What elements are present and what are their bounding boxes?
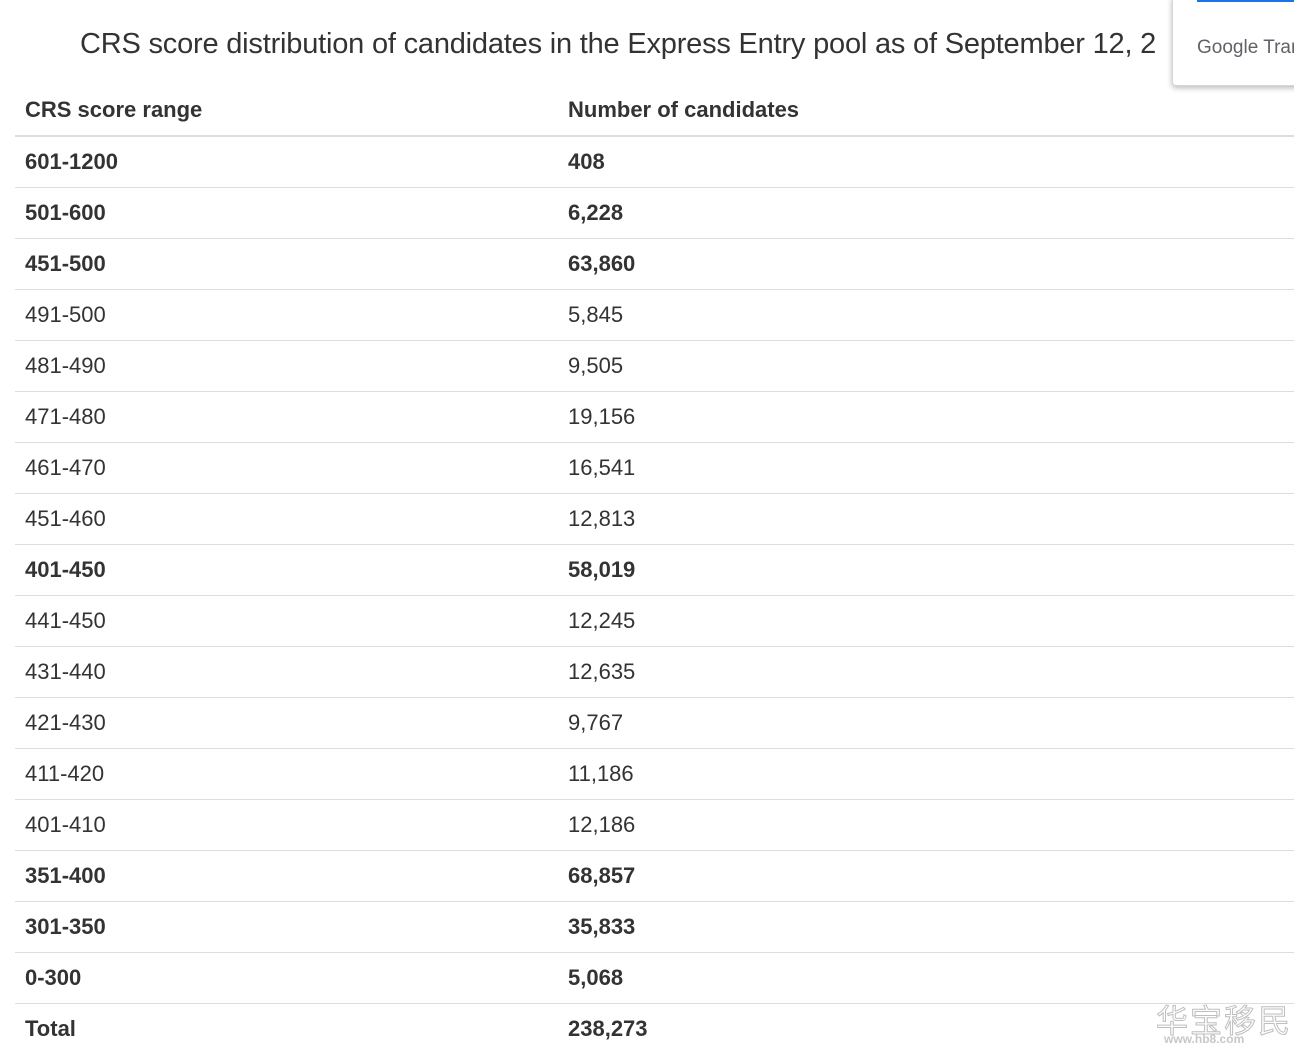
candidate-count-cell: 408 [558, 136, 1294, 188]
table-row: 421-430 9,767 [15, 697, 1294, 749]
candidate-count-cell: 16,541 [558, 442, 1294, 494]
table-total-row: Total 238,273 [15, 1004, 1294, 1055]
table-row: 501-600 6,228 [15, 187, 1294, 239]
table-header-row: CRS score range Number of candidates [15, 84, 1294, 137]
column-header-candidates: Number of candidates [558, 84, 1294, 137]
candidate-count-cell: 5,845 [558, 289, 1294, 341]
table-row: 441-450 12,245 [15, 595, 1294, 647]
google-translate-accent-bar [1197, 0, 1294, 2]
column-header-crs-range: CRS score range [15, 84, 558, 137]
watermark-url: www.hb8.com [1164, 1032, 1245, 1046]
crs-range-cell: 601-1200 [15, 136, 558, 188]
google-translate-label[interactable]: Google Tran [1197, 37, 1294, 58]
table-row: 461-470 16,541 [15, 442, 1294, 494]
candidate-count-cell: 6,228 [558, 187, 1294, 239]
table-row: 0-300 5,068 [15, 952, 1294, 1004]
table-row: 431-440 12,635 [15, 646, 1294, 698]
table-row: 451-500 63,860 [15, 238, 1294, 290]
crs-range-cell: 421-430 [15, 697, 558, 749]
table-row: 471-480 19,156 [15, 391, 1294, 443]
candidate-count-cell: 12,635 [558, 646, 1294, 698]
google-translate-widget[interactable]: Google Tran [1172, 0, 1294, 86]
table-row: 401-410 12,186 [15, 799, 1294, 851]
candidate-count-cell: 12,245 [558, 595, 1294, 647]
candidate-count-cell: 12,186 [558, 799, 1294, 851]
total-value-cell: 238,273 [568, 1016, 648, 1041]
table-row: 491-500 5,845 [15, 289, 1294, 341]
crs-range-cell: 401-450 [15, 544, 558, 596]
table-row: 481-490 9,505 [15, 340, 1294, 392]
watermark-logo: 华宝移民 www.hb8.com [1150, 996, 1290, 1056]
candidate-count-cell: 5,068 [558, 952, 1294, 1004]
candidate-count-cell: 11,186 [558, 748, 1294, 800]
table-row: 301-350 35,833 [15, 901, 1294, 953]
crs-range-cell: 431-440 [15, 646, 558, 698]
table-row: 351-400 68,857 [15, 850, 1294, 902]
candidate-count-cell: 9,767 [558, 697, 1294, 749]
crs-range-cell: 451-460 [15, 493, 558, 545]
candidate-count-cell: 68,857 [558, 850, 1294, 902]
candidate-count-cell: 63,860 [558, 238, 1294, 290]
crs-distribution-table: CRS score range Number of candidates 601… [15, 84, 1294, 1054]
candidate-count-cell: 12,813 [558, 493, 1294, 545]
crs-range-cell: 461-470 [15, 442, 558, 494]
crs-range-cell: 0-300 [15, 952, 558, 1004]
candidate-count-cell: 35,833 [558, 901, 1294, 953]
total-label-cell: Total [25, 1016, 76, 1041]
crs-range-cell: 301-350 [15, 901, 558, 953]
crs-range-cell: 451-500 [15, 238, 558, 290]
crs-range-cell: 351-400 [15, 850, 558, 902]
table-row: 451-460 12,813 [15, 493, 1294, 545]
crs-range-cell: 411-420 [15, 748, 558, 800]
crs-range-cell: 501-600 [15, 187, 558, 239]
crs-range-cell: 441-450 [15, 595, 558, 647]
candidate-count-cell: 58,019 [558, 544, 1294, 596]
table-row: 411-420 11,186 [15, 748, 1294, 800]
table-row: 601-1200 408 [15, 136, 1294, 188]
watermark-text: 华宝移民 [1155, 1002, 1293, 1041]
candidate-count-cell: 19,156 [558, 391, 1294, 443]
crs-range-cell: 491-500 [15, 289, 558, 341]
crs-range-cell: 401-410 [15, 799, 558, 851]
candidate-count-cell: 9,505 [558, 340, 1294, 392]
table-row: 401-450 58,019 [15, 544, 1294, 596]
crs-range-cell: 481-490 [15, 340, 558, 392]
table-caption: CRS score distribution of candidates in … [80, 28, 1157, 60]
crs-range-cell: 471-480 [15, 391, 558, 443]
